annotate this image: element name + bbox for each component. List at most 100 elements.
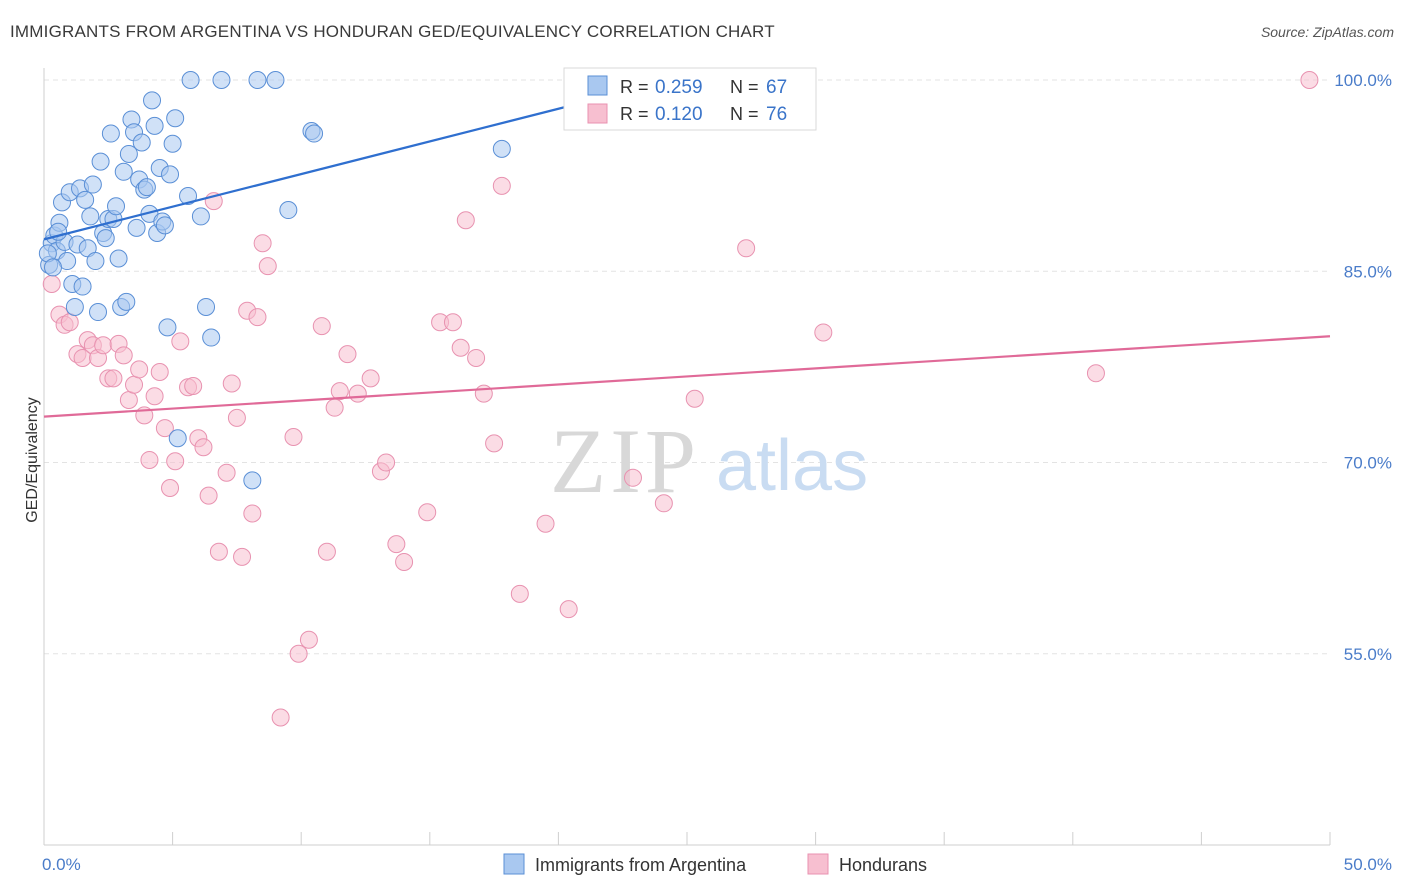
argentina-point-40 [143, 91, 162, 110]
argentina-point-52 [191, 207, 210, 226]
argentina-point-58 [266, 71, 285, 89]
x-tick-label-max: 50.0% [1344, 855, 1392, 874]
hondurans-point-11 [104, 369, 123, 388]
bottom-legend-label-argentina: Immigrants from Argentina [535, 855, 747, 875]
hondurans-point-23 [166, 452, 185, 471]
hondurans-point-46 [317, 542, 336, 561]
hondurans-point-61 [467, 348, 486, 367]
hondurans-point-59 [451, 338, 470, 357]
argentina-point-50 [168, 429, 187, 448]
hondurans-point-73 [1086, 364, 1105, 383]
argentina-point-56 [212, 71, 231, 89]
hondurans-point-34 [227, 408, 246, 427]
argentina-point-29 [114, 162, 133, 181]
hondurans-point-69 [654, 494, 673, 513]
hondurans-point-51 [361, 369, 380, 388]
bottom-legend: Immigrants from Argentina Hondurans [503, 853, 927, 875]
argentina-point-60 [279, 201, 298, 220]
argentina-point-14 [76, 190, 95, 209]
legend-r-label-1: R = [620, 77, 649, 97]
hondurans-point-22 [161, 479, 180, 497]
argentina-point-24 [101, 124, 120, 143]
hondurans-point-41 [271, 708, 290, 727]
argentina-point-59 [243, 471, 262, 490]
hondurans-point-31 [209, 542, 228, 561]
hondurans-point-72 [814, 323, 833, 342]
series-hondurans [42, 71, 1319, 727]
hondurans-point-55 [395, 552, 414, 571]
top-legend: R = 0.259 N = 67 R = 0.120 N = 76 [563, 67, 817, 131]
legend-r-label-2: R = [620, 104, 649, 124]
hondurans-point-64 [492, 176, 511, 195]
watermark-atlas: atlas [716, 426, 868, 506]
hondurans-point-32 [217, 463, 236, 482]
y-tick-label-1: 70.0% [1344, 454, 1392, 473]
source-credit: Source: ZipAtlas.com [1260, 24, 1394, 40]
hondurans-point-53 [377, 453, 396, 472]
trendline-hondurans [43, 335, 1331, 418]
hondurans-point-26 [184, 377, 203, 395]
hondurans-point-71 [737, 239, 756, 258]
argentina-point-49 [166, 109, 185, 128]
y-tick-labels: 55.0% 70.0% 85.0% 100.0% [1334, 71, 1392, 664]
argentina-point-45 [155, 216, 174, 235]
legend-n-value-2: 76 [766, 104, 787, 125]
legend-r-value-2: 0.120 [655, 104, 703, 125]
hondurans-point-9 [94, 336, 113, 355]
hondurans-point-50 [348, 384, 367, 403]
hondurans-point-70 [685, 389, 704, 408]
hondurans-point-35 [233, 547, 252, 566]
argentina-point-48 [163, 134, 182, 153]
hondurans-point-20 [150, 362, 169, 381]
argentina-point-19 [89, 303, 108, 322]
argentina-point-20 [91, 152, 110, 171]
legend-swatch-blue [587, 75, 608, 96]
hondurans-point-13 [114, 346, 133, 365]
hondurans-point-44 [299, 630, 318, 649]
argentina-point-26 [107, 197, 126, 216]
argentina-point-31 [119, 144, 138, 163]
hondurans-point-60 [456, 211, 475, 230]
grid-lines [44, 79, 1330, 655]
hondurans-point-28 [194, 438, 213, 457]
hondurans-point-21 [155, 419, 174, 438]
series-argentina [38, 71, 511, 490]
argentina-point-55 [181, 71, 200, 89]
argentina-point-63 [492, 139, 511, 158]
argentina-point-53 [197, 297, 216, 316]
y-tick-label-3: 100.0% [1334, 71, 1392, 90]
hondurans-point-3 [60, 313, 79, 332]
hondurans-point-40 [258, 257, 277, 276]
hondurans-point-49 [338, 345, 357, 364]
chart-title: IMMIGRANTS FROM ARGENTINA VS HONDURAN GE… [10, 22, 775, 41]
hondurans-point-56 [418, 503, 437, 522]
hondurans-point-67 [559, 600, 578, 619]
argentina-point-18 [86, 252, 105, 271]
bottom-legend-swatch-argentina [503, 853, 525, 875]
hondurans-point-33 [222, 374, 241, 393]
x-tick-label-min: 0.0% [42, 855, 81, 874]
hondurans-point-43 [289, 644, 308, 663]
hondurans-point-58 [443, 313, 462, 332]
argentina-point-27 [109, 249, 128, 268]
argentina-point-41 [145, 116, 164, 135]
hondurans-point-68 [623, 468, 642, 487]
hondurans-point-38 [248, 308, 267, 327]
hondurans-point-42 [284, 428, 303, 446]
argentina-point-34 [127, 218, 146, 237]
argentina-point-62 [305, 124, 324, 143]
argentina-point-22 [96, 229, 115, 248]
hondurans-point-37 [243, 504, 262, 523]
trendline-argentina [43, 104, 572, 241]
hondurans-point-39 [253, 234, 272, 253]
argentina-point-38 [137, 178, 156, 197]
hondurans-point-65 [510, 584, 529, 603]
hondurans-point-47 [325, 398, 344, 417]
hondurans-point-74 [1300, 71, 1319, 89]
argentina-point-36 [132, 133, 151, 152]
hondurans-point-29 [199, 486, 218, 505]
argentina-point-46 [158, 318, 177, 337]
hondurans-point-45 [312, 317, 331, 336]
trend-lines [43, 104, 1331, 418]
